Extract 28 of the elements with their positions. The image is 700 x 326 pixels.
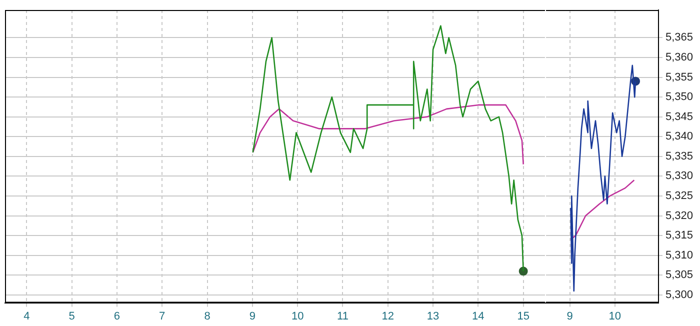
y-tick-label: 5,325 xyxy=(665,190,694,202)
x-tick-label: 11 xyxy=(337,310,348,322)
y-tick-label: 5,305 xyxy=(665,269,694,282)
x-tick-label: 4 xyxy=(24,310,30,322)
y-tick-label: 5,300 xyxy=(665,288,694,301)
x-tick-label: 8 xyxy=(204,310,210,322)
y-tick-label: 5,330 xyxy=(665,170,694,182)
y-tick-label: 5,315 xyxy=(665,230,694,242)
x-tick-label: 14 xyxy=(472,310,484,322)
x-tick-label: 9 xyxy=(566,310,573,322)
y-tick-label: 5,335 xyxy=(665,150,694,162)
x-tick-label: 5 xyxy=(68,310,75,322)
x-tick-label: 6 xyxy=(114,310,120,322)
x-tick-label: 15 xyxy=(517,310,530,322)
y-tick-label: 5,350 xyxy=(665,91,694,104)
y-tick-label: 5,340 xyxy=(665,130,694,143)
x-tick-label: 9 xyxy=(249,310,256,322)
x-tick-label: 13 xyxy=(426,310,440,322)
y-tick-label: 5,345 xyxy=(665,110,694,123)
y-tick-label: 5,360 xyxy=(665,52,694,64)
y-tick-label: 5,320 xyxy=(665,210,694,222)
x-tick-label: 7 xyxy=(159,310,166,322)
y-tick-label: 5,365 xyxy=(665,32,694,44)
x-tick-label: 12 xyxy=(382,310,394,322)
y-tick-label: 5,310 xyxy=(665,249,694,262)
x-tick-label: 10 xyxy=(291,310,304,322)
x-tick-label: 10 xyxy=(608,310,621,322)
y-tick-label: 5,355 xyxy=(665,71,694,84)
